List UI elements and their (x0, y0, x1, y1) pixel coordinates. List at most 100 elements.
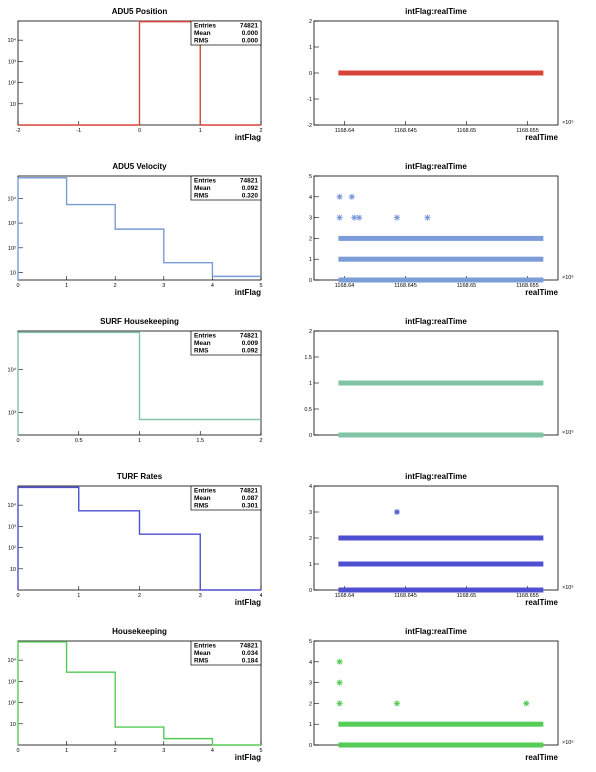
y-tick-label: 10³ (8, 221, 16, 227)
x-axis-exponent: ×10⁶ (562, 739, 574, 746)
stats-value: 0.009 (242, 340, 259, 347)
x-tick-label: 0 (16, 283, 19, 289)
y-tick-label: 4 (309, 660, 312, 666)
stats-value: 0.301 (242, 503, 259, 510)
scatter-band (338, 535, 544, 541)
x-axis-label: intFlag (235, 133, 261, 142)
x-axis-label: realTime (525, 288, 558, 297)
y-tick-label: 10² (8, 246, 16, 252)
stats-box (190, 485, 262, 511)
y-tick-label: 1 (309, 381, 312, 387)
x-axis-label: intFlag (235, 598, 261, 607)
y-tick-label: 2 (309, 236, 312, 242)
chart-title: ADU5 Velocity (112, 162, 167, 171)
x-tick-label: 1168.655 (516, 283, 539, 289)
x-axis-exponent: ×10⁶ (562, 584, 574, 591)
y-tick-label: 10³ (8, 411, 16, 417)
y-tick-label: 0 (309, 433, 312, 439)
y-tick-label: 5 (309, 639, 312, 645)
histogram-bin (67, 205, 116, 280)
stats-value: 0.000 (242, 30, 259, 37)
histogram-bin (164, 739, 213, 745)
stats-key: RMS (194, 348, 209, 355)
x-tick-label: 4 (211, 283, 214, 289)
stats-key: RMS (194, 658, 209, 665)
y-tick-label: 10 (10, 102, 16, 108)
histogram-bin (18, 332, 140, 435)
chart-title: intFlag:realTime (405, 627, 467, 636)
stats-value: 0.000 (242, 38, 259, 45)
x-axis-exponent: ×10⁶ (562, 119, 574, 126)
x-tick-label: 1168.64 (335, 283, 354, 289)
x-tick-label: 0 (138, 128, 141, 134)
x-tick-label: 4 (211, 748, 214, 754)
x-axis-label: realTime (525, 753, 558, 762)
histogram-bin (164, 263, 213, 280)
y-tick-label: 3 (309, 510, 312, 516)
stats-value: 0.092 (242, 185, 259, 192)
y-tick-label: 10 (10, 722, 16, 728)
stats-key: Entries (194, 23, 216, 30)
x-tick-label: 1168.64 (335, 593, 354, 599)
histogram-bin (18, 642, 67, 745)
y-tick-label: 3 (309, 216, 312, 222)
chart-10: intFlag:realTime 0 1 2 3 4 5 realTime ×10⁶ (309, 627, 574, 762)
y-tick-label: -2 (307, 123, 312, 129)
chart-title: intFlag:realTime (405, 317, 467, 326)
stats-key: Entries (194, 643, 216, 650)
stats-key: Mean (194, 495, 211, 502)
stats-key: Entries (194, 333, 216, 340)
x-tick-label: 1168.655 (516, 128, 539, 134)
x-tick-label: 2 (138, 593, 141, 599)
x-tick-label: 5 (259, 748, 262, 754)
x-tick-label: 1168.65 (457, 593, 476, 599)
x-tick-label: 1 (65, 283, 68, 289)
x-axis-label: intFlag (235, 288, 261, 297)
scatter-point (393, 509, 400, 515)
x-tick-label: 1168.64 (335, 128, 354, 134)
x-tick-label: 1168.655 (516, 593, 539, 599)
chart-8: intFlag:realTime 1168.64 1168.645 1168.65 11… (309, 472, 574, 607)
scatter-band (338, 742, 544, 748)
y-tick-label: 3 (309, 681, 312, 687)
stats-value: 0.320 (242, 193, 259, 200)
histogram-bin (79, 511, 140, 590)
chart-title: Housekeeping (112, 627, 167, 636)
x-tick-label: 2 (259, 438, 262, 444)
chart-title: intFlag:realTime (405, 472, 467, 481)
chart-title: SURF Housekeeping (100, 317, 179, 326)
stats-value: 74821 (240, 333, 258, 340)
y-tick-label: 0 (309, 743, 312, 749)
y-tick-label: 10 (10, 567, 16, 573)
y-tick-label: 2 (309, 701, 312, 707)
chart-5: SURF Housekeeping 0 0.5 1 1.5 2 10³ 10⁴ Entries 7… (8, 317, 263, 444)
stats-value: 74821 (240, 23, 258, 30)
x-axis-label: realTime (525, 598, 558, 607)
stats-value: 0.087 (242, 495, 259, 502)
y-tick-label: 10³ (8, 524, 16, 530)
scatter-band (338, 432, 544, 438)
y-tick-label: 0 (309, 71, 312, 77)
stats-key: Mean (194, 185, 211, 192)
x-tick-label: 2 (259, 128, 262, 134)
x-tick-label: 4 (259, 593, 262, 599)
chart-title: intFlag:realTime (405, 7, 467, 16)
y-tick-label: 1 (309, 257, 312, 263)
x-axis-exponent: ×10⁶ (562, 429, 574, 436)
x-tick-label: 1168.645 (394, 593, 417, 599)
chart-1: ADU5 Position -2 -1 0 1 2 10 10² 10³ 10⁴ intFlag En… (8, 7, 263, 142)
stats-key: Mean (194, 30, 211, 37)
chart-9: Housekeeping 0 1 2 3 4 5 10 10² 10³ 10⁴ intFlag Entr… (8, 627, 263, 762)
histogram-bin (18, 178, 67, 280)
stats-key: RMS (194, 193, 209, 200)
chart-7: TURF Rates 0 1 2 3 4 10 10² 10³ 10⁴ intFlag Entries… (8, 472, 263, 607)
histogram-outline (18, 20, 261, 126)
x-axis-exponent: ×10⁶ (562, 274, 574, 281)
x-tick-label: -1 (76, 128, 81, 134)
y-tick-label: 10⁴ (8, 657, 17, 664)
stats-value: 0.092 (242, 348, 259, 355)
x-tick-label: 3 (162, 283, 165, 289)
chart-title: TURF Rates (117, 472, 163, 481)
stats-key: Mean (194, 650, 211, 657)
